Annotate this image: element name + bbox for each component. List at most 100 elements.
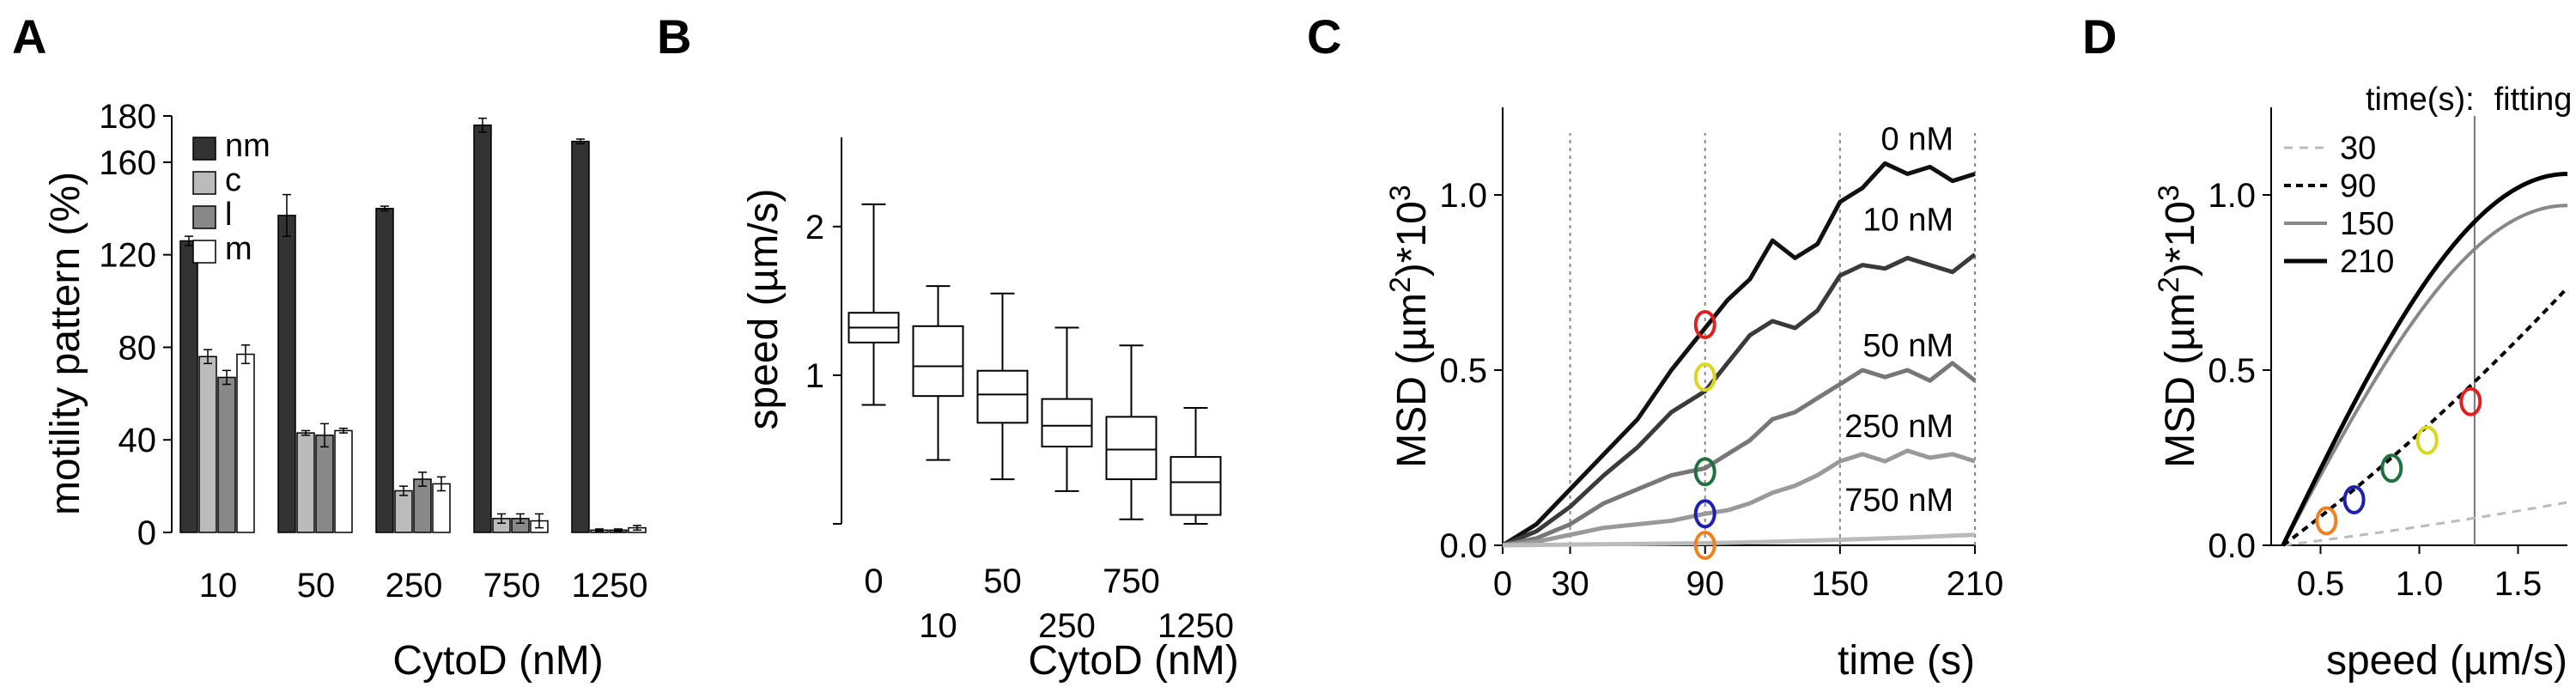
panel-c-y-tick-label: 0.5 xyxy=(1439,352,1487,390)
panel-a-x-tick-label: 10 xyxy=(199,567,238,605)
panel-d-ylabel-part: )*10 xyxy=(2158,201,2203,277)
panel-d-x-tick-label: 1.0 xyxy=(2396,565,2444,603)
panel-a-y-tick-label: 40 xyxy=(118,422,157,459)
panel-b-x-tick-label: 10 xyxy=(919,607,957,645)
panel-c-marker xyxy=(1693,531,1716,560)
panel-a-y-tick-label: 180 xyxy=(99,98,156,136)
panel-b-x-tick-label: 750 xyxy=(1103,562,1160,600)
panel-b-x-tick-label: 50 xyxy=(983,562,1022,600)
panel-c-series-label: 750 nM xyxy=(1844,483,1953,519)
panel-a-bar xyxy=(296,432,315,533)
panel-d-x-tick-label: 0.5 xyxy=(2297,565,2345,603)
panel-a-x-tick-label: 250 xyxy=(386,567,443,605)
panel-c-label: C xyxy=(1307,9,1341,64)
panel-d-y-tick-label: 0.5 xyxy=(2208,352,2256,390)
panel-b-box xyxy=(1041,398,1093,448)
panel-d-label: D xyxy=(2082,9,2117,64)
panel-d-marker xyxy=(2459,386,2482,416)
panel-a-bar xyxy=(571,140,590,533)
panel-d-marker xyxy=(2315,506,2338,536)
panel-c-ylabel-superscript: 3 xyxy=(1384,185,1417,201)
panel-d-xlabel: speed (µm/s) xyxy=(2326,638,2567,684)
panel-c-x-tick-label: 30 xyxy=(1551,565,1589,603)
panel-c-x-tick-label: 0 xyxy=(1493,565,1512,603)
panel-c-series-line xyxy=(1502,532,1976,548)
panel-b-box xyxy=(976,369,1029,424)
panel-a-bar xyxy=(334,429,353,533)
panel-c-xlabel: time (s) xyxy=(1838,638,1975,684)
panel-c-x-tick-label: 90 xyxy=(1686,565,1724,603)
panel-a-legend-swatch xyxy=(192,240,216,264)
panel-b-x-tick-label: 250 xyxy=(1038,607,1096,645)
panel-d-ylabel: MSD (µm2)*103 xyxy=(2153,185,2203,468)
panel-b-ylabel: speed (µm/s) xyxy=(741,188,787,429)
panel-a-ylabel: motility pattern (%) xyxy=(43,172,88,515)
panel-a-label: A xyxy=(12,9,46,64)
panel-b-x-tick-label: 1250 xyxy=(1157,607,1234,645)
panel-a-y-tick-label: 120 xyxy=(99,237,156,275)
panel-b-label: B xyxy=(657,9,691,64)
panel-c-marker xyxy=(1693,362,1716,392)
panel-d-ylabel-superscript: 3 xyxy=(2153,185,2185,201)
panel-d-legend-label: 150 xyxy=(2340,206,2394,242)
panel-a-legend-swatch xyxy=(192,205,216,229)
panel-c-y-tick-label: 1.0 xyxy=(1439,177,1487,215)
panel-a-legend-label: nm xyxy=(225,128,270,164)
panel-a-legend-label: c xyxy=(225,162,241,198)
panel-a-bar xyxy=(315,435,334,533)
panel-d-ylabel-part: MSD (µm xyxy=(2158,293,2203,468)
panel-c-series-line xyxy=(1502,361,1977,548)
panel-c-ylabel-part: )*10 xyxy=(1389,201,1435,277)
panel-d-series-line xyxy=(2281,172,2568,547)
panel-c-x-tick-label: 210 xyxy=(1947,565,2004,603)
panel-a-bar xyxy=(236,353,255,533)
panel-c-x-tick-label: 150 xyxy=(1811,565,1868,603)
panel-c-ylabel-superscript: 2 xyxy=(1384,277,1417,293)
panel-d-x-tick-label: 1.5 xyxy=(2494,565,2543,603)
panel-b-box xyxy=(1170,456,1222,516)
panel-c-series-label: 10 nM xyxy=(1862,202,1953,238)
panel-b-y-tick-label: 2 xyxy=(805,209,824,246)
panel-a-bar-chart: motility pattern (%) CytoD (nM) 0 40 80 120… xyxy=(43,98,647,684)
panel-d-marker xyxy=(2380,453,2403,483)
panel-c-ylabel-part: MSD (µm xyxy=(1389,293,1435,468)
panel-c-series-label: 50 nM xyxy=(1862,328,1953,364)
panel-a-xlabel: CytoD (nM) xyxy=(392,638,603,684)
panel-d-fitting-annotation: fitting xyxy=(2494,82,2573,118)
panel-d-series-line xyxy=(2281,204,2568,546)
panel-d-legend-label: 210 xyxy=(2340,244,2394,280)
panel-a-bar xyxy=(179,240,198,533)
panel-a-bar xyxy=(394,489,413,533)
panel-d-legend-title: time(s): xyxy=(2366,82,2475,118)
panel-c-line-chart: MSD (µm2)*103 time (s) 0 30 90 150 210 0.0 0.5… xyxy=(1384,107,2003,684)
panel-d-y-tick-label: 1.0 xyxy=(2208,177,2256,215)
panel-a-bar xyxy=(198,356,217,533)
panel-d-series-line xyxy=(2282,501,2568,547)
panel-a-bar xyxy=(277,215,296,533)
panel-a-legend-label: l xyxy=(225,197,232,233)
panel-c-series-label: 0 nM xyxy=(1881,122,1953,158)
panel-b-y-tick-label: 1 xyxy=(805,357,824,395)
panel-a-y-tick-label: 80 xyxy=(118,329,157,367)
panel-a-x-tick-label: 750 xyxy=(483,567,541,605)
panel-c-ylabel: MSD (µm2)*103 xyxy=(1384,185,1435,468)
panel-d-marker xyxy=(2415,425,2439,455)
panel-d-line-chart: MSD (µm2)*103 speed (µm/s) time(s): fitt… xyxy=(2153,82,2572,684)
panel-d-legend-label: 30 xyxy=(2340,131,2376,167)
panel-a-legend-label: m xyxy=(225,231,252,267)
panel-c-series-line xyxy=(1502,252,1977,548)
panel-a-x-tick-label: 1250 xyxy=(572,567,648,605)
panel-d-y-tick-label: 0.0 xyxy=(2208,527,2256,565)
panel-c-marker xyxy=(1693,499,1716,529)
panel-d-marker xyxy=(2342,484,2366,514)
panel-c-series-line xyxy=(1502,448,1976,548)
panel-b-xlabel: CytoD (nM) xyxy=(1028,638,1238,684)
panel-a-bar xyxy=(413,478,432,533)
panel-a-x-tick-label: 50 xyxy=(297,567,336,605)
panel-c-series-label: 250 nM xyxy=(1844,409,1953,445)
panel-b-box xyxy=(912,325,964,398)
panel-c-marker xyxy=(1693,457,1716,487)
panel-c-series-line xyxy=(1501,161,1976,548)
